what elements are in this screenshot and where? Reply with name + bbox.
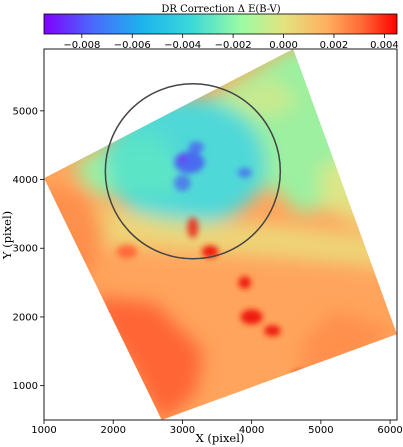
yellow-band [47, 200, 397, 269]
x-tick-label: 3000 [170, 425, 195, 436]
y-tick-label: 3000 [13, 244, 38, 255]
x-tick-label: 2000 [100, 425, 125, 436]
blue-east-spot [237, 167, 252, 178]
blue-core-s [174, 174, 191, 192]
y-axis-ticks: 1000 2000 3000 4000 5000 [13, 106, 44, 392]
violet-min [177, 155, 188, 163]
heatmap-footprint [44, 49, 397, 420]
yellow-north-patch [217, 76, 301, 118]
y-axis-label: Y (pixel) [0, 211, 14, 260]
colorbar-tick-label: 0.004 [370, 40, 399, 51]
y-tick-label: 1000 [13, 381, 38, 392]
x-axis-ticks: 1000 2000 3000 4000 5000 6000 [31, 420, 403, 436]
red-blob-c [240, 309, 263, 325]
x-tick-label: 5000 [308, 425, 333, 436]
y-tick-label: 5000 [13, 106, 38, 117]
colorbar-tick-label: −0.008 [63, 40, 100, 51]
x-tick-label: 6000 [377, 425, 402, 436]
red-blob-b [238, 276, 251, 289]
colorbar-tick-label: −0.006 [114, 40, 151, 51]
colorbar-tick-label: −0.004 [164, 40, 201, 51]
red-blob-a [201, 245, 219, 258]
heatmap-detail-layer [116, 141, 308, 381]
x-tick-label: 4000 [239, 425, 264, 436]
y-tick-label: 4000 [13, 175, 38, 186]
colorbar-tick-label: −0.002 [215, 40, 252, 51]
colorbar-tick-label: 0.002 [320, 40, 349, 51]
axes-frame [43, 48, 398, 421]
blue-core-n [188, 141, 204, 153]
colorbar-gradient [43, 13, 398, 35]
colorbar: DR Correction Δ E(B-V) −0.008 −0.006 −0.00… [43, 4, 399, 51]
blue-core [174, 151, 205, 174]
red-blob-d [264, 325, 281, 337]
y-tick-label: 2000 [13, 312, 38, 323]
x-axis-label: X (pixel) [196, 431, 245, 445]
red-blob-f [187, 217, 199, 238]
red-lower-wedge [92, 296, 204, 420]
x-tick-label: 1000 [31, 425, 56, 436]
colorbar-ticks: −0.008 −0.006 −0.004 −0.002 0.000 0.002 0.004 [63, 34, 399, 51]
red-blob-g [116, 244, 138, 259]
colorbar-title: DR Correction Δ E(B-V) [161, 4, 280, 15]
colorbar-tick-label: 0.000 [269, 40, 298, 51]
plot-area: 1000 2000 3000 4000 5000 6000 1000 2000 3000 400… [0, 48, 403, 445]
aperture-circle [104, 83, 282, 260]
